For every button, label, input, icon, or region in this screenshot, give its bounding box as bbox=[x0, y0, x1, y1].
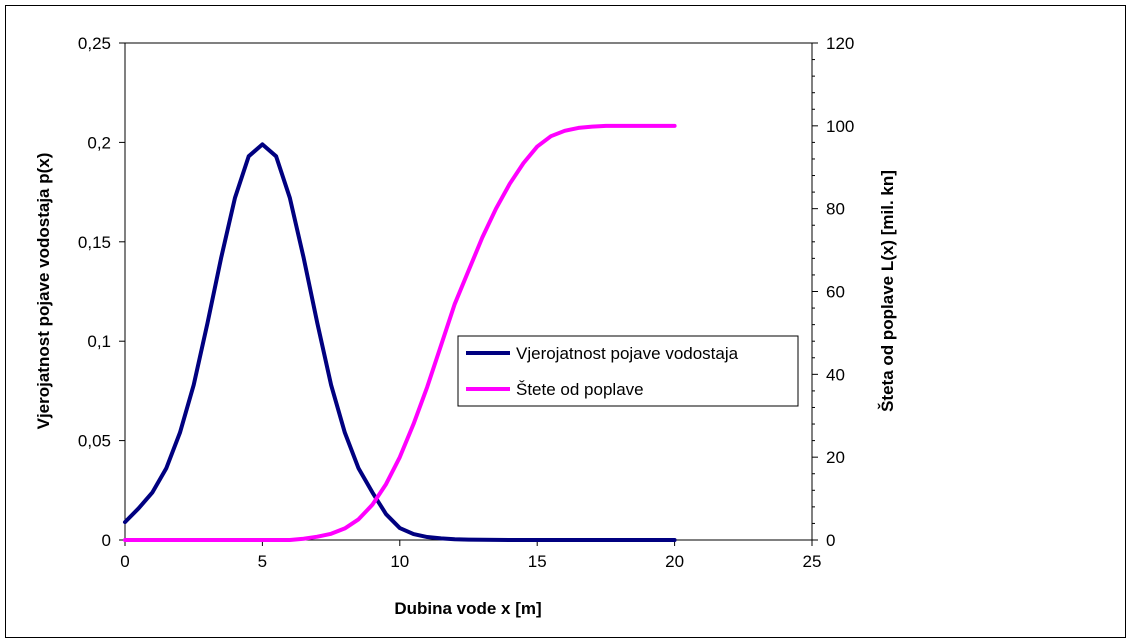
x-tick-label: 0 bbox=[120, 552, 129, 571]
series-line-1 bbox=[123, 123, 677, 542]
x-tick-label: 5 bbox=[258, 552, 267, 571]
y2-axis-ticks: 0 20 40 60 80 100 120 bbox=[812, 34, 854, 550]
y2-tick-label: 20 bbox=[826, 448, 845, 467]
legend-label-0: Vjerojatnost pojave vodostaja bbox=[516, 344, 739, 363]
plot-area bbox=[124, 42, 813, 541]
y-tick-label: 0,05 bbox=[78, 432, 111, 451]
series-lines bbox=[123, 123, 677, 542]
y2-axis-title: Šteta od poplave L(x) [mil. kn] bbox=[878, 170, 897, 412]
series-line-0 bbox=[123, 142, 677, 542]
y-axis-ticks: 0 0,05 0,1 0,15 0,2 0,25 bbox=[78, 34, 125, 550]
y-tick-label: 0,25 bbox=[78, 34, 111, 53]
y2-tick-label: 0 bbox=[826, 531, 835, 550]
y-tick-label: 0,1 bbox=[87, 332, 111, 351]
x-axis-ticks: 0 5 10 15 20 25 bbox=[120, 540, 821, 571]
y2-tick-label: 80 bbox=[826, 200, 845, 219]
y-tick-label: 0,2 bbox=[87, 133, 111, 152]
x-tick-label: 20 bbox=[665, 552, 684, 571]
y2-tick-label: 40 bbox=[826, 365, 845, 384]
legend: Vjerojatnost pojave vodostaja Štete od p… bbox=[457, 335, 799, 407]
x-tick-label: 10 bbox=[390, 552, 409, 571]
y-axis-title: Vjerojatnost pojave vodostaja p(x) bbox=[34, 153, 53, 430]
y-tick-label: 0 bbox=[102, 531, 111, 550]
y2-tick-label: 100 bbox=[826, 117, 854, 136]
legend-label-1: Štete od poplave bbox=[516, 380, 644, 399]
y2-tick-label: 120 bbox=[826, 34, 854, 53]
x-tick-label: 15 bbox=[528, 552, 547, 571]
x-tick-label: 25 bbox=[803, 552, 822, 571]
y-tick-label: 0,15 bbox=[78, 233, 111, 252]
x-axis-title: Dubina vode x [m] bbox=[394, 599, 541, 618]
legend-box bbox=[457, 335, 799, 407]
y2-tick-label: 60 bbox=[826, 283, 845, 302]
